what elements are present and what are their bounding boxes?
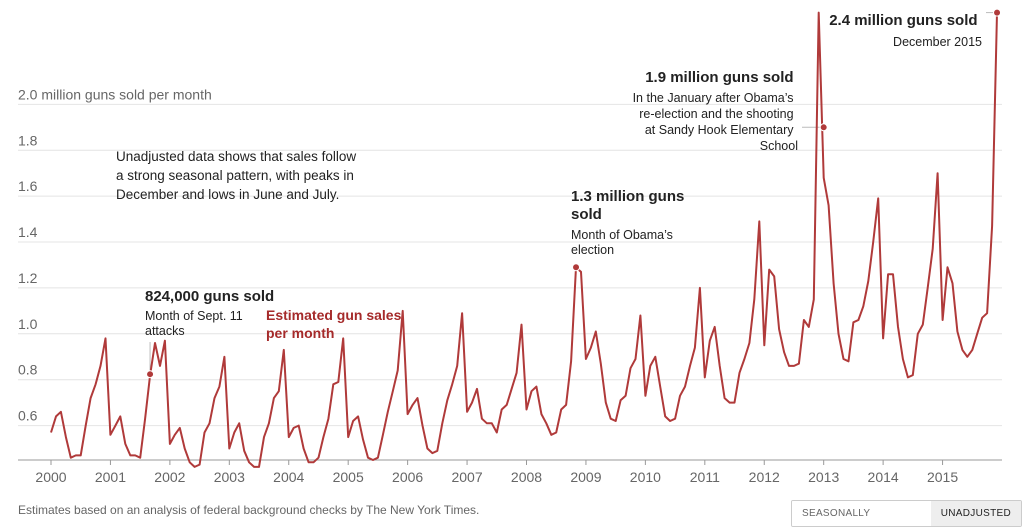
highlight-marker xyxy=(819,123,828,132)
annotation-text: School xyxy=(760,139,798,153)
x-tick-label: 2003 xyxy=(214,469,245,485)
note-line: Unadjusted data shows that sales follow xyxy=(116,149,356,164)
x-tick-label: 2008 xyxy=(511,469,542,485)
highlight-marker xyxy=(146,370,155,379)
annotation-title: 1.9 million guns sold xyxy=(645,69,793,86)
y-axis-title: 2.0 million guns sold per month xyxy=(18,86,212,102)
adjustment-toggle: SEASONALLY ADJUSTED UNADJUSTED xyxy=(791,500,1022,527)
series-label-line: Estimated gun sales xyxy=(266,307,402,323)
annotation-sandy-hook: 1.9 million guns sold In the January aft… xyxy=(633,69,798,153)
x-tick-label: 2010 xyxy=(630,469,661,485)
annotation-text: election xyxy=(571,243,614,257)
series-label-line: per month xyxy=(266,325,334,341)
source-note: Estimates based on an analysis of federa… xyxy=(18,503,480,517)
y-tick-label: 1.4 xyxy=(18,224,38,240)
annotation-sept11: 824,000 guns sold Month of Sept. 11 atta… xyxy=(145,288,279,338)
annotation-text: December 2015 xyxy=(893,35,982,49)
series-line xyxy=(50,11,998,468)
note-line: December and lows in June and July. xyxy=(116,187,339,202)
annotation-title: 824,000 guns sold xyxy=(145,288,274,305)
y-tick-label: 1.0 xyxy=(18,316,38,332)
gridlines xyxy=(18,103,1002,427)
series-markers xyxy=(146,8,1002,379)
annotation-text: re-election and the shooting xyxy=(639,107,793,121)
gun-sales-chart: 0.60.81.01.21.41.61.8 2000 2001 2002 2003 20… xyxy=(18,8,1002,485)
x-tick-label: 2007 xyxy=(451,469,482,485)
y-tick-label: 0.6 xyxy=(18,408,38,424)
x-tick-label: 2009 xyxy=(570,469,601,485)
x-tick-label: 2012 xyxy=(749,469,780,485)
x-tick-label: 2015 xyxy=(927,469,958,485)
x-tick-label: 2004 xyxy=(273,469,304,485)
highlight-marker xyxy=(572,263,581,272)
x-tick-label: 2005 xyxy=(333,469,364,485)
annotation-text: In the January after Obama’s xyxy=(633,91,794,105)
x-tick-label: 2014 xyxy=(868,469,899,485)
seasonally-adjusted-button[interactable]: SEASONALLY ADJUSTED xyxy=(792,501,931,526)
x-tick-label: 2013 xyxy=(808,469,839,485)
highlight-marker xyxy=(993,8,1002,17)
annotation-text: Month of Obama’s xyxy=(571,228,673,242)
x-tick-label: 2011 xyxy=(690,469,720,485)
note-line: a strong seasonal pattern, with peaks in xyxy=(116,168,354,183)
annotation-title: 2.4 million guns sold xyxy=(829,12,977,29)
x-tick-label: 2006 xyxy=(392,469,423,485)
y-tick-label: 1.2 xyxy=(18,270,38,286)
annotation-text: attacks xyxy=(145,324,185,338)
x-tick-label: 2000 xyxy=(35,469,66,485)
x-tick-label: 2002 xyxy=(154,469,185,485)
annotation-dec-2015: 2.4 million guns sold December 2015 xyxy=(829,12,982,49)
y-tick-label: 1.8 xyxy=(18,132,38,148)
series-label: Estimated gun sales per month xyxy=(266,307,405,341)
annotation-obama-election: 1.3 million guns sold Month of Obama’s e… xyxy=(571,188,689,257)
y-tick-label: 0.8 xyxy=(18,362,38,378)
unadjusted-button[interactable]: UNADJUSTED xyxy=(930,501,1021,526)
annotation-title: 1.3 million guns xyxy=(571,188,684,205)
x-tick-label: 2001 xyxy=(95,469,126,485)
annotation-text: Month of Sept. 11 xyxy=(145,309,243,323)
annotation-title: sold xyxy=(571,206,602,223)
annotation-text: at Sandy Hook Elementary xyxy=(645,123,794,137)
seasonal-note: Unadjusted data shows that sales follow … xyxy=(116,149,360,202)
y-axis: 0.6 0.8 1.0 1.2 1.4 1.6 1.8 xyxy=(18,132,38,423)
x-axis: 2000 2001 2002 2003 2004 2005 2006 2007 2008 2009… xyxy=(18,459,1002,485)
y-tick-label: 1.6 xyxy=(18,178,38,194)
